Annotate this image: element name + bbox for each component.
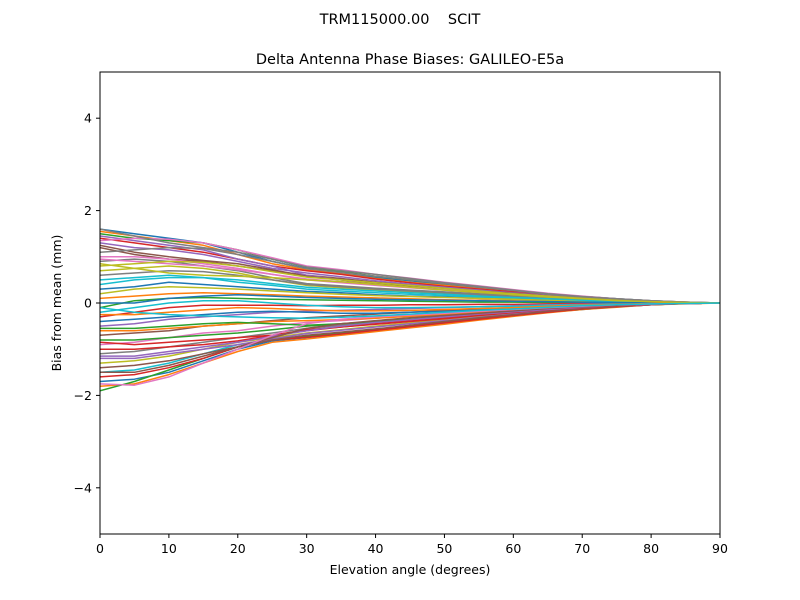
x-tick-label: 30: [299, 541, 315, 556]
y-tick-label: 4: [84, 111, 92, 126]
y-axis: −4 −2 0 2 4: [74, 111, 100, 495]
x-tick-label: 20: [230, 541, 246, 556]
series-line-40: [100, 276, 720, 304]
x-tick-label: 10: [161, 541, 177, 556]
y-tick-label: 0: [84, 296, 92, 311]
series-layer: [100, 228, 720, 392]
x-tick-label: 0: [96, 541, 104, 556]
x-tick-label: 40: [368, 541, 384, 556]
plot-area: [99, 71, 721, 535]
y-tick-label: −2: [74, 388, 92, 403]
x-axis: 0 10 20 30 40 50 60 70 80 90: [96, 534, 728, 556]
series-line-50: [100, 302, 720, 319]
chart-title: Delta Antenna Phase Biases: GALILEO-E5a: [256, 52, 564, 68]
x-axis-label: Elevation angle (degrees): [330, 562, 491, 577]
x-tick-label: 90: [712, 541, 728, 556]
y-tick-label: −4: [74, 480, 92, 495]
x-tick-label: 60: [505, 541, 521, 556]
x-tick-label: 70: [574, 541, 590, 556]
series-line-48: [100, 228, 720, 304]
x-tick-label: 50: [436, 541, 452, 556]
series-line-41: [100, 293, 720, 304]
chart-suptitle: TRM115000.00 SCIT: [319, 12, 481, 28]
series-line-49: [100, 262, 720, 304]
y-axis-label: Bias from mean (mm): [49, 235, 64, 372]
x-tick-label: 80: [643, 541, 659, 556]
y-tick-label: 2: [84, 203, 92, 218]
